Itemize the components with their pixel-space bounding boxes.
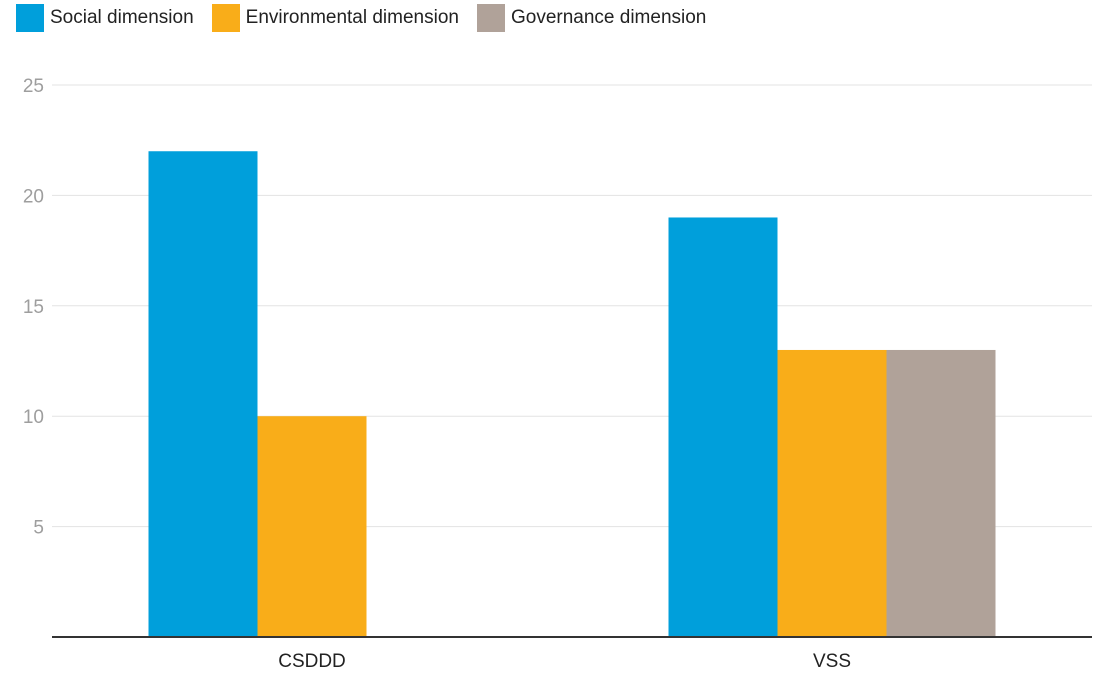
legend-label-governance: Governance dimension	[510, 7, 707, 28]
bar-csddd-series-1	[257, 416, 367, 637]
y-tick-label-20: 20	[23, 186, 44, 207]
bar-vss-series-0	[668, 217, 778, 638]
legend-item-environmental: Environmental dimension	[211, 4, 459, 32]
x-tick-label-vss: VSS	[813, 651, 851, 672]
y-tick-label-15: 15	[23, 297, 44, 318]
y-tick-label-25: 25	[23, 76, 44, 97]
bar-csddd-series-0	[148, 151, 258, 638]
legend-item-governance: Governance dimension	[476, 4, 707, 32]
legend-label-environmental: Environmental dimension	[245, 7, 459, 28]
x-tick-label-csddd: CSDDD	[278, 651, 346, 672]
legend-label-social: Social dimension	[50, 7, 194, 28]
legend-swatch-social	[16, 4, 44, 32]
y-tick-label-5: 5	[33, 518, 44, 539]
bar-vss-series-1	[777, 349, 887, 637]
bar-vss-series-2	[886, 349, 996, 637]
legend: Social dimension Environmental dimension…	[16, 4, 706, 32]
legend-swatch-governance	[476, 4, 505, 32]
y-tick-label-10: 10	[23, 407, 44, 428]
legend-swatch-environmental	[211, 4, 240, 32]
legend-item-social: Social dimension	[16, 4, 194, 32]
